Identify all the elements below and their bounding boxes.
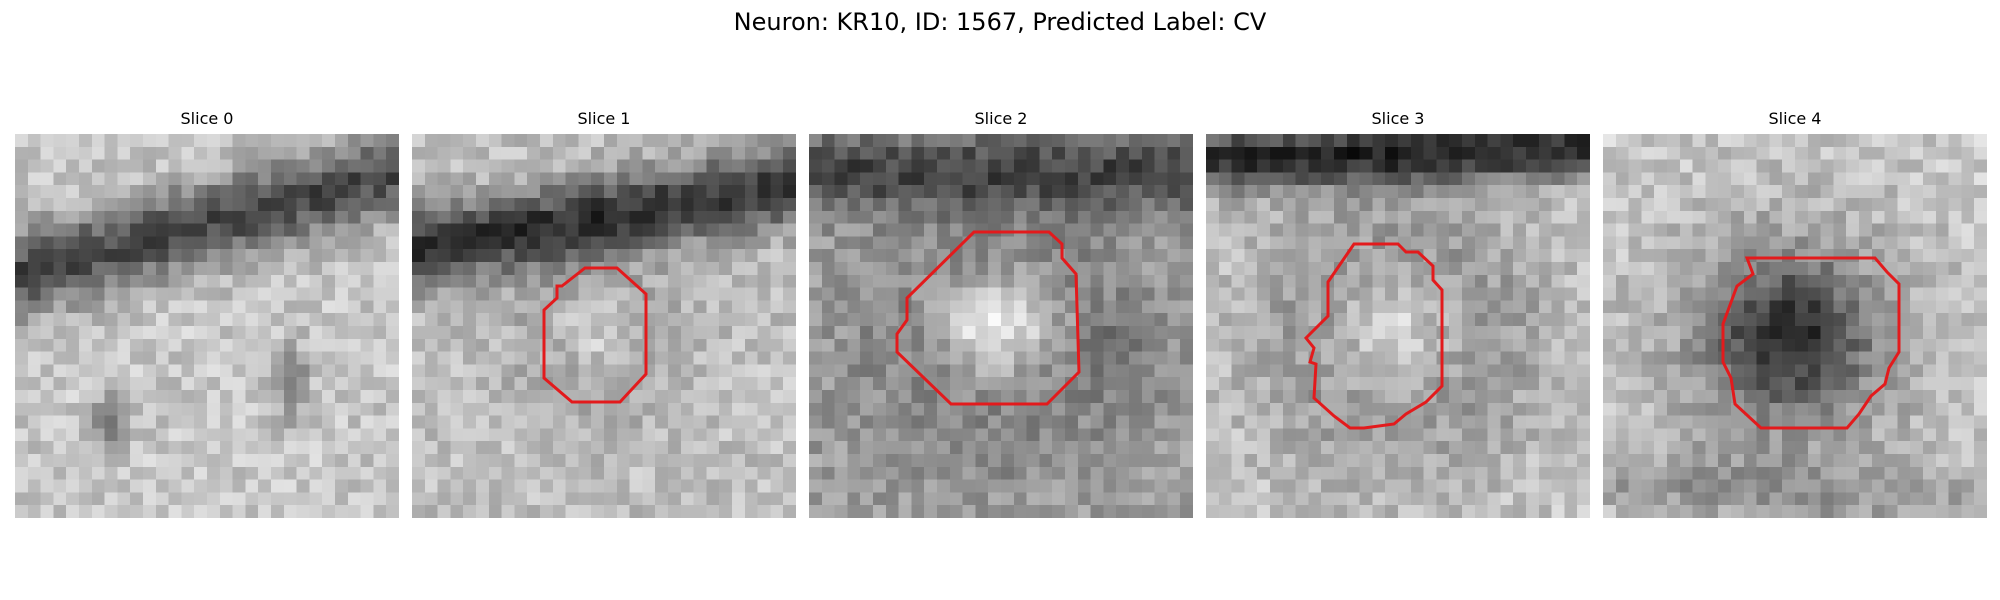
outline-polygon [895, 230, 1081, 406]
segmentation-outline [895, 230, 1081, 406]
slice-title: Slice 1 [577, 109, 631, 128]
slice-image [1206, 134, 1590, 518]
slice-image [809, 134, 1193, 518]
slice-image [1603, 134, 1987, 518]
segmentation-outline [15, 134, 399, 518]
slice-title: Slice 0 [180, 109, 234, 128]
slice-title: Slice 4 [1768, 109, 1822, 128]
slice-title: Slice 3 [1371, 109, 1425, 128]
outline-polygon [1721, 256, 1901, 430]
outline-polygon [542, 266, 648, 404]
slice-image [412, 134, 796, 518]
slice-image [15, 134, 399, 518]
segmentation-outline [1721, 256, 1901, 430]
figure-title: Neuron: KR10, ID: 1567, Predicted Label:… [733, 8, 1267, 36]
outline-polygon [1303, 242, 1444, 430]
slice-title: Slice 2 [974, 109, 1028, 128]
segmentation-outline [1303, 242, 1444, 430]
segmentation-outline [542, 266, 648, 404]
